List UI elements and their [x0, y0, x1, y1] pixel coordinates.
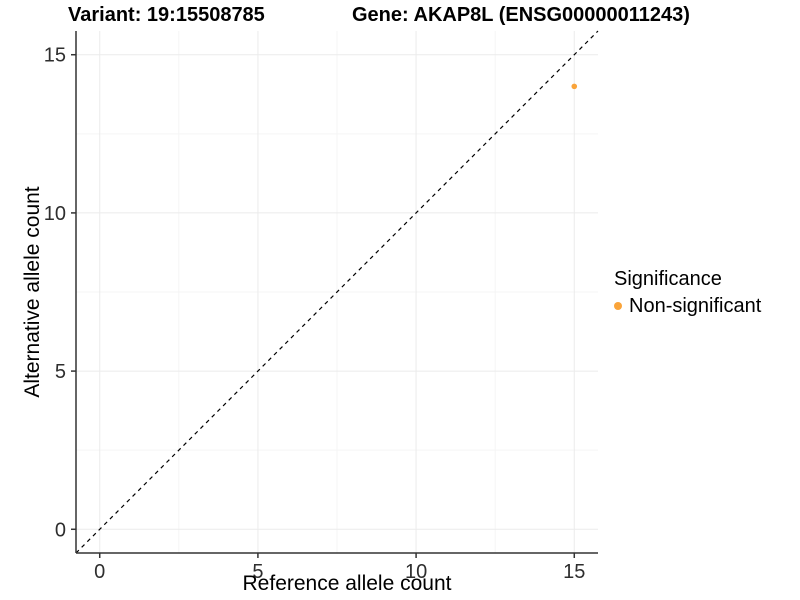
- legend: Significance Non-significant: [614, 266, 761, 318]
- y-axis-title: Alternative allele count: [21, 186, 44, 398]
- identity-dashed-line: [75, 30, 599, 554]
- data-point: [571, 83, 578, 90]
- x-axis-title: Reference allele count: [242, 572, 452, 595]
- plot-title-gene: Gene: AKAP8L (ENSG00000011243): [352, 4, 690, 26]
- legend-entry-non-significant: Non-significant: [614, 294, 761, 318]
- y-tick-label: 10: [44, 203, 66, 225]
- y-tick-label: 0: [55, 519, 66, 541]
- legend-marker-dot: [614, 302, 622, 310]
- x-tick-label: 0: [94, 561, 105, 583]
- y-tick-label: 5: [55, 361, 66, 383]
- legend-title: Significance: [614, 268, 722, 290]
- x-tick-label: 5: [252, 561, 263, 583]
- plot-title-variant: Variant: 19:15508785: [68, 4, 265, 26]
- x-tick-label: 15: [563, 561, 585, 583]
- x-tick-label: 10: [405, 561, 427, 583]
- y-tick-label: 15: [44, 45, 66, 67]
- legend-entry-label: Non-significant: [629, 295, 762, 317]
